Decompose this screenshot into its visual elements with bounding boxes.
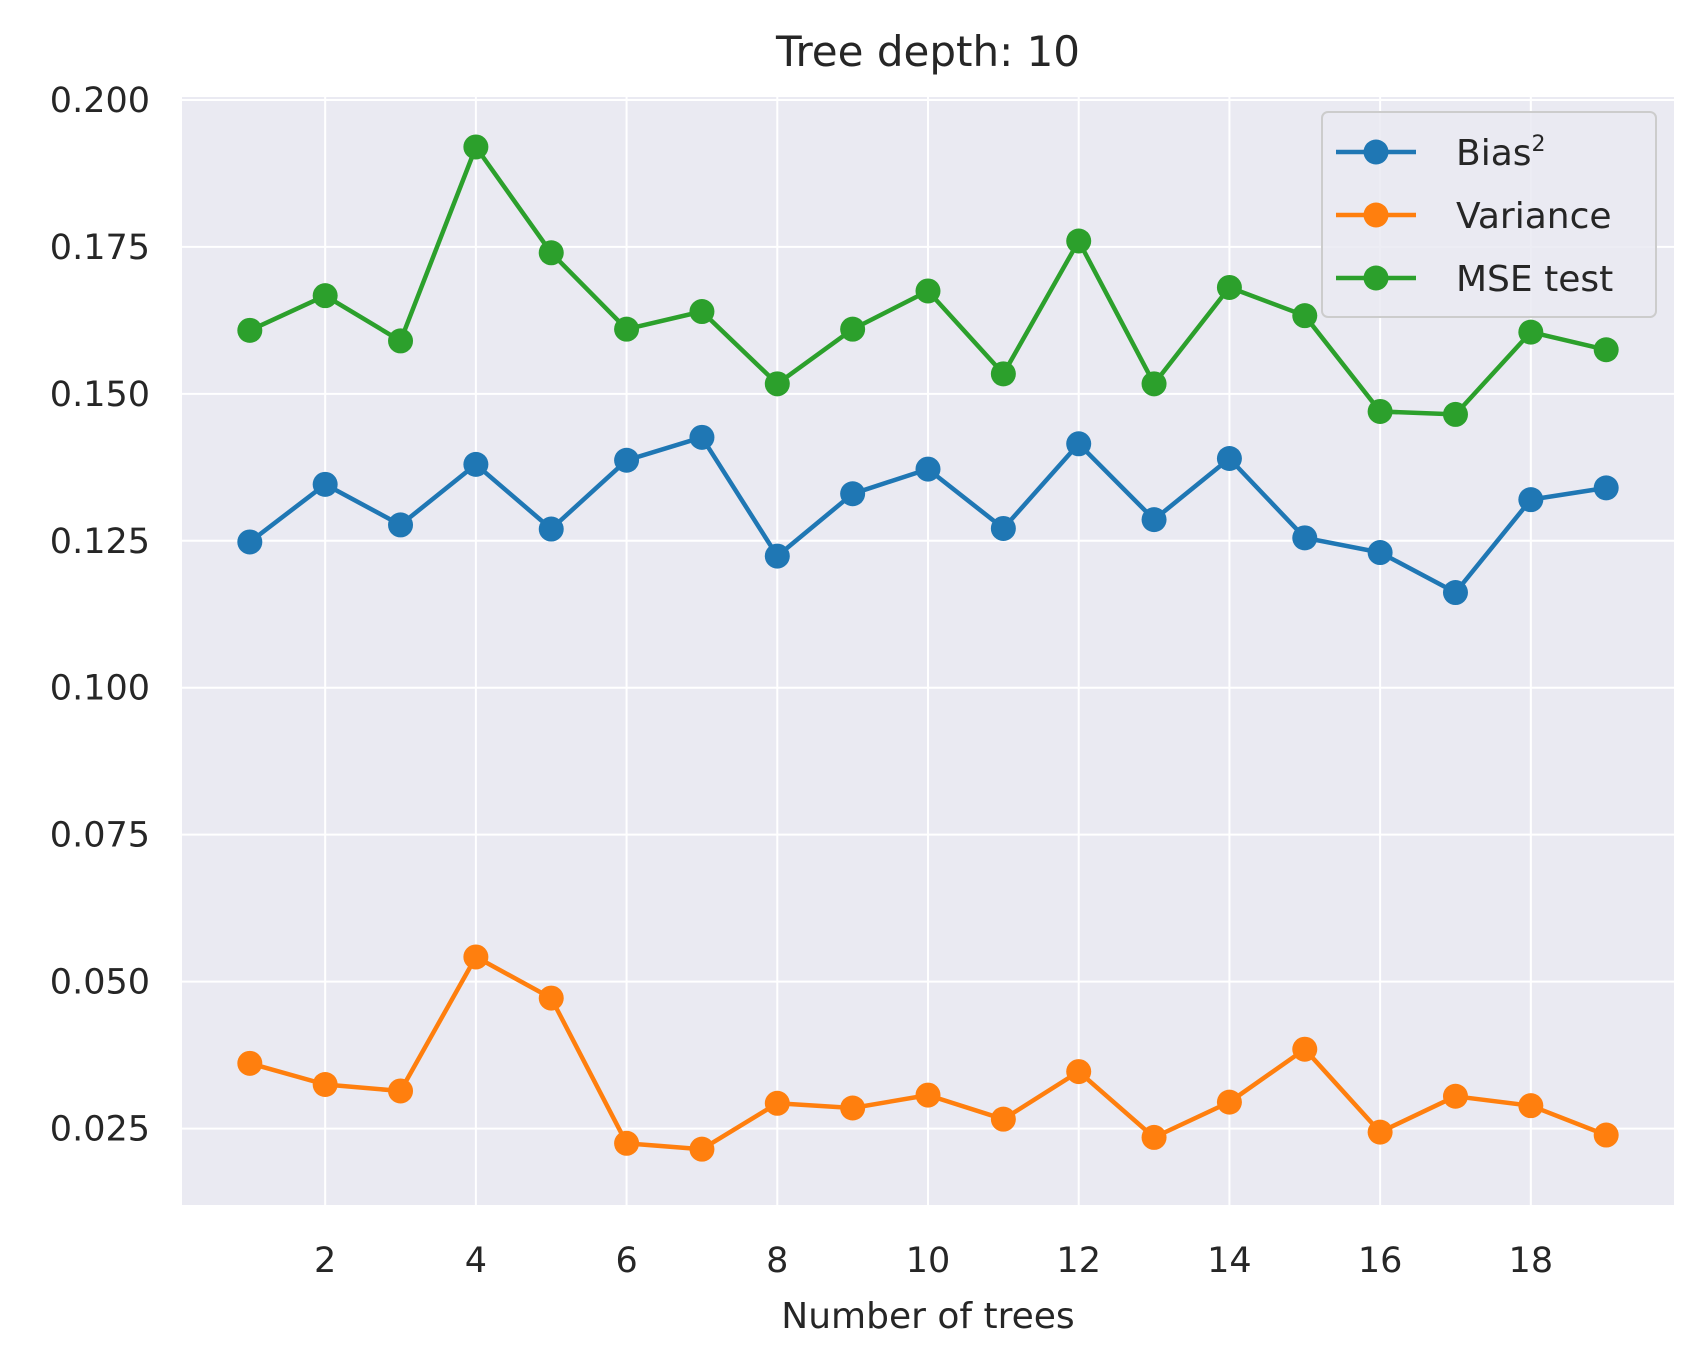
data-point <box>990 515 1016 541</box>
data-point <box>1593 475 1619 501</box>
data-point <box>388 1078 414 1104</box>
data-point <box>614 1130 640 1156</box>
x-tick-label: 4 <box>465 1241 487 1281</box>
data-point <box>388 512 414 538</box>
y-tick-label: 0.200 <box>50 81 150 121</box>
data-point <box>1292 525 1318 551</box>
data-point <box>764 371 790 397</box>
legend: Bias2 Variance MSE test <box>1321 111 1657 318</box>
chart-title: Tree depth: 10 <box>775 27 1080 76</box>
y-tick-label: 0.075 <box>50 816 150 856</box>
data-point <box>1367 1119 1393 1145</box>
data-point <box>1518 1093 1544 1119</box>
data-point <box>237 317 263 343</box>
data-point <box>538 240 564 266</box>
data-point <box>1216 1089 1242 1115</box>
data-point <box>1141 507 1167 533</box>
legend-box <box>1321 111 1657 318</box>
x-tick-label: 6 <box>615 1241 637 1281</box>
y-tick-label: 0.150 <box>50 375 150 415</box>
data-point <box>1518 319 1544 345</box>
series-layer <box>237 134 1619 1162</box>
data-point <box>764 543 790 569</box>
x-tick-label: 8 <box>766 1241 788 1281</box>
data-point <box>689 299 715 325</box>
y-tick-label: 0.100 <box>50 669 150 709</box>
data-point <box>915 1082 941 1108</box>
legend-label: MSE test <box>1456 259 1613 300</box>
legend-marker <box>1363 202 1389 228</box>
data-point <box>990 1106 1016 1132</box>
data-point <box>1442 1083 1468 1109</box>
data-point <box>538 985 564 1011</box>
data-point <box>312 471 338 497</box>
data-point <box>840 1095 866 1121</box>
y-tick-label: 0.050 <box>50 963 150 1003</box>
data-point <box>1518 487 1544 513</box>
data-point <box>312 1072 338 1098</box>
data-point <box>1442 580 1468 606</box>
data-point <box>1292 303 1318 329</box>
data-point <box>990 361 1016 387</box>
data-point <box>1292 1036 1318 1062</box>
data-point <box>1367 540 1393 566</box>
legend-label: Bias2 <box>1456 132 1546 174</box>
data-point <box>237 529 263 555</box>
data-point <box>1216 445 1242 471</box>
data-point <box>1066 228 1092 254</box>
data-point <box>840 481 866 507</box>
data-point <box>1593 1122 1619 1148</box>
data-point <box>1593 337 1619 363</box>
x-tick-labels: 2 4 6 8 10 12 14 16 18 <box>314 1241 1553 1281</box>
data-point <box>1216 274 1242 300</box>
data-point <box>689 424 715 450</box>
data-point <box>915 278 941 304</box>
data-point <box>463 451 489 477</box>
x-tick-label: 12 <box>1056 1241 1101 1281</box>
y-tick-label: 0.125 <box>50 522 150 562</box>
x-tick-label: 16 <box>1358 1241 1403 1281</box>
x-tick-label: 10 <box>906 1241 951 1281</box>
data-point <box>312 283 338 309</box>
data-point <box>1141 1124 1167 1150</box>
data-point <box>1442 401 1468 427</box>
data-point <box>388 328 414 354</box>
data-point <box>1141 371 1167 397</box>
data-point <box>1367 398 1393 424</box>
legend-marker <box>1363 139 1389 165</box>
data-point <box>237 1050 263 1076</box>
data-point <box>614 447 640 473</box>
data-point <box>614 316 640 342</box>
data-point <box>1066 431 1092 457</box>
data-point <box>463 944 489 970</box>
legend-marker <box>1363 265 1389 291</box>
x-tick-label: 14 <box>1207 1241 1252 1281</box>
data-point <box>538 516 564 542</box>
y-tick-label: 0.175 <box>50 228 150 268</box>
data-point <box>915 456 941 482</box>
x-axis-label: Number of trees <box>781 1296 1074 1337</box>
y-tick-label: 0.025 <box>50 1110 150 1150</box>
data-point <box>764 1090 790 1116</box>
data-point <box>463 134 489 160</box>
x-tick-label: 2 <box>314 1241 336 1281</box>
legend-label: Variance <box>1456 196 1612 237</box>
data-point <box>840 316 866 342</box>
y-tick-labels: 0.025 0.050 0.075 0.100 0.125 0.150 0.175 0.200 <box>50 81 150 1150</box>
data-point <box>1066 1059 1092 1085</box>
x-tick-label: 18 <box>1509 1241 1554 1281</box>
data-point <box>689 1136 715 1162</box>
